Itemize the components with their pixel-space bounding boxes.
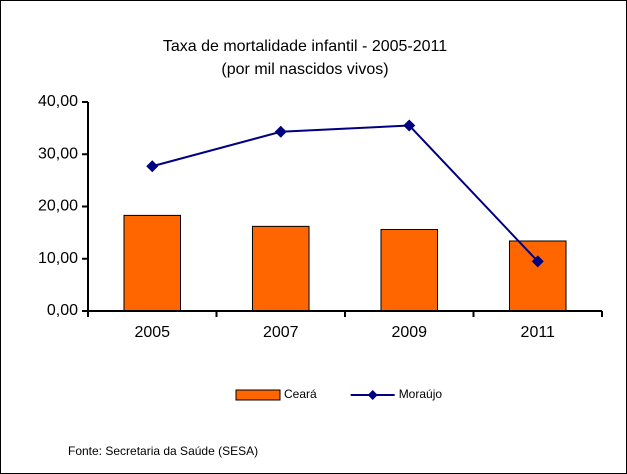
bar xyxy=(508,240,567,312)
legend-label: Ceará xyxy=(284,387,317,401)
line xyxy=(151,124,539,263)
source-note: Fonte: Secretaria da Saúde (SESA) xyxy=(68,444,258,458)
chart-subtitle: (por mil nascidos vivos) xyxy=(221,61,388,78)
chart-title: Taxa de mortalidade infantil - 2005-2011 xyxy=(163,38,447,55)
line-marker xyxy=(146,160,159,173)
y-tick-label: 0,00 xyxy=(47,302,78,319)
bar xyxy=(380,228,439,312)
legend-swatch xyxy=(235,389,281,401)
y-tick-label: 30,00 xyxy=(38,145,78,162)
legend-label: Moraújo xyxy=(399,387,443,401)
x-tick-label: 2005 xyxy=(134,324,170,341)
x-tick-label: 2011 xyxy=(521,324,556,341)
line-marker xyxy=(531,255,544,268)
y-tick-label: 40,00 xyxy=(38,93,78,110)
bar xyxy=(251,225,310,312)
legend-marker xyxy=(367,390,378,400)
y-tick-label: 20,00 xyxy=(38,198,78,215)
line-marker xyxy=(403,119,416,132)
bar xyxy=(123,214,182,312)
x-tick-label: 2007 xyxy=(263,324,299,341)
line-marker xyxy=(274,125,287,138)
y-tick-label: 10,00 xyxy=(38,250,78,267)
x-tick-label: 2009 xyxy=(391,324,427,341)
